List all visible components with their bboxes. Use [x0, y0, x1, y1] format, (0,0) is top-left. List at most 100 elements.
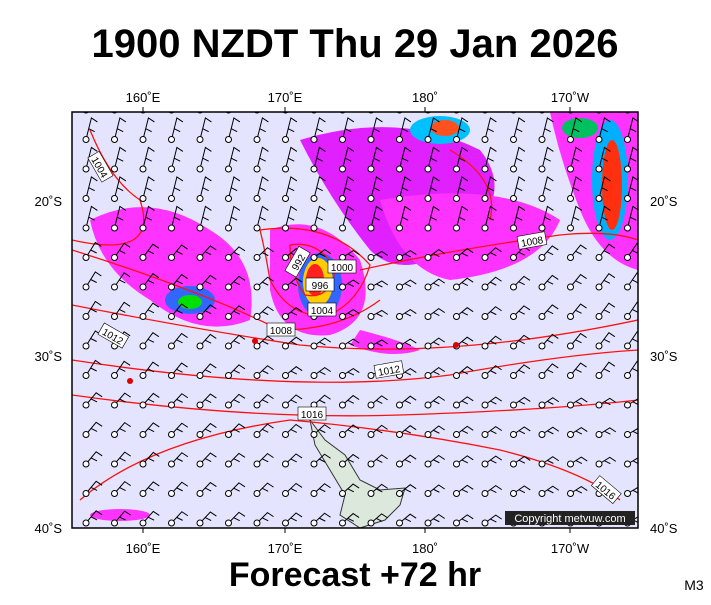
wind-barb [399, 513, 417, 524]
wind-barb [627, 205, 638, 229]
station [595, 460, 603, 468]
wind-barb [313, 337, 332, 347]
wind-barb [628, 88, 639, 110]
wind-barb [370, 280, 389, 288]
isobar-label-box [97, 322, 130, 349]
wind-barb [514, 88, 525, 110]
wind-barb [343, 88, 354, 110]
wind-barb [142, 451, 160, 465]
wind-barb [513, 117, 526, 140]
station [310, 195, 318, 202]
station [282, 195, 289, 202]
station [339, 519, 346, 527]
station [424, 519, 432, 527]
station [624, 313, 631, 320]
station [367, 165, 375, 173]
wind-barb [285, 146, 298, 170]
wind-barb [370, 176, 383, 199]
station [339, 254, 346, 261]
station [111, 224, 118, 232]
station [453, 313, 460, 320]
wind-barb [427, 205, 440, 229]
station [367, 460, 375, 468]
wind-barb [570, 303, 587, 317]
wind-barb [370, 117, 383, 140]
wind-barb [342, 176, 355, 199]
wind-barb [142, 392, 160, 406]
station [339, 342, 346, 350]
station [168, 372, 175, 379]
wind-barb [370, 309, 389, 317]
station [82, 254, 90, 261]
wind-barb [142, 510, 160, 524]
wind-barb [427, 176, 440, 199]
wind-barb [256, 205, 269, 229]
station [111, 372, 118, 379]
wind-barb [541, 456, 560, 465]
wind-barb [342, 146, 355, 170]
wind-barb [313, 117, 326, 140]
wind-barb [342, 512, 360, 524]
wind-barb [513, 364, 531, 376]
isobar-value: 1016 [301, 410, 324, 421]
station [310, 490, 318, 497]
station [225, 519, 232, 527]
wind-barb [228, 511, 246, 524]
wind-barb [199, 274, 217, 288]
station [453, 165, 460, 173]
station [82, 195, 90, 202]
wind-barb [285, 366, 303, 376]
wind-barb [313, 453, 331, 465]
wind-barb [313, 512, 331, 524]
station [367, 283, 375, 291]
wind-barb [199, 205, 212, 229]
station [111, 431, 118, 438]
wind-barb [627, 176, 638, 199]
station [453, 195, 460, 202]
latitude-label: 20˚S [650, 194, 678, 209]
station [367, 224, 375, 232]
model-label: M3 [684, 577, 704, 593]
wind-barb [85, 510, 103, 524]
wind-barb [598, 361, 616, 376]
map-title: 1900 NZDT Thu 29 Jan 2026 [92, 22, 619, 66]
wind-barb [313, 483, 331, 494]
station [168, 224, 175, 232]
wind-barb [342, 338, 360, 347]
isobar-label-box [590, 475, 622, 505]
wind-barb [570, 332, 587, 347]
wind-barb [172, 88, 183, 110]
wind-barb [114, 176, 127, 199]
station [339, 136, 346, 143]
station [82, 313, 90, 320]
wind-barb [342, 453, 360, 465]
station [567, 431, 574, 438]
wind-barb [484, 146, 497, 170]
wind-barb [285, 336, 303, 347]
forecast-label: Forecast +72 hr [229, 556, 481, 594]
station [367, 342, 375, 350]
station [282, 342, 289, 350]
wind-barb [513, 334, 531, 347]
latitude-label: 40˚S [35, 521, 63, 536]
station [82, 224, 90, 232]
wind-barb [570, 485, 588, 494]
wind-barb [456, 455, 474, 465]
station [168, 519, 175, 527]
wind-barb [427, 513, 445, 524]
wind-barb [342, 394, 360, 406]
station [424, 401, 432, 409]
wind-barb [228, 176, 241, 199]
station [424, 224, 432, 232]
station [367, 313, 375, 320]
station [139, 342, 147, 350]
station [510, 313, 517, 320]
wind-barb [513, 205, 526, 229]
station [510, 372, 517, 379]
wind-barb [370, 205, 383, 229]
station [168, 195, 175, 202]
station [567, 195, 574, 202]
station [538, 460, 546, 468]
station [282, 401, 289, 409]
wind-barb [400, 88, 411, 110]
